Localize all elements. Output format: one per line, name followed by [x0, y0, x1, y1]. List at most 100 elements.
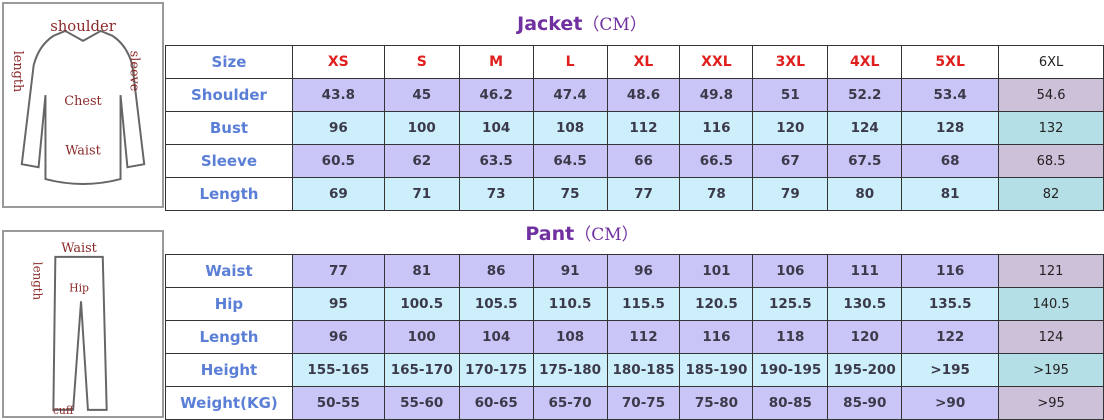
table-cell: 115.5 — [606, 287, 681, 321]
table-cell: 122 — [901, 320, 1000, 354]
size-header-5XL: 5XL — [901, 45, 1000, 79]
table-cell: 73 — [458, 177, 534, 211]
table-cell: 78 — [679, 177, 754, 211]
svg-text:length: length — [10, 51, 25, 93]
table-cell: 81 — [901, 177, 1000, 211]
table-cell: 108 — [532, 111, 608, 145]
table-cell: 75-80 — [679, 386, 754, 420]
table-cell: 118 — [752, 320, 829, 354]
table-cell: 66 — [606, 144, 681, 178]
table-cell: 110.5 — [532, 287, 608, 321]
svg-text:shoulder: shoulder — [50, 18, 117, 35]
pant-diagram: Waist length Hip cuff — [2, 230, 164, 418]
row-label: Sleeve — [165, 144, 293, 178]
table-cell: 53.4 — [901, 78, 1000, 112]
pant-size-table: Waist 77 81 86 91 96 101 106 111 116 121 Hip 95 100.5… — [165, 254, 1104, 420]
table-cell: 67 — [752, 144, 829, 178]
table-cell: 120 — [827, 320, 903, 354]
table-cell: 79 — [752, 177, 829, 211]
table-cell: 51 — [752, 78, 829, 112]
table-cell: 80 — [827, 177, 903, 211]
row-label: Weight(KG) — [165, 386, 293, 420]
table-cell: 116 — [901, 254, 1000, 288]
table-cell: 75 — [532, 177, 608, 211]
table-cell: 155-165 — [291, 353, 385, 387]
table-cell: 66.5 — [679, 144, 754, 178]
table-cell: 77 — [291, 254, 385, 288]
row-label: Waist — [165, 254, 293, 288]
table-cell: 100 — [383, 320, 460, 354]
table-cell: 140.5 — [998, 287, 1104, 321]
table-cell: 124 — [998, 320, 1104, 354]
table-cell: 96 — [291, 320, 385, 354]
table-cell: 70-75 — [606, 386, 681, 420]
table-cell: 81 — [383, 254, 460, 288]
table-cell: >195 — [998, 353, 1104, 387]
jacket-diagram: shoulder length sleeve Chest Waist — [2, 2, 164, 208]
svg-text:cuff: cuff — [53, 404, 75, 416]
table-cell: 62 — [383, 144, 460, 178]
jacket-row-shoulder: Shoulder 43.8 45 46.2 47.4 48.6 49.8 51 52.2 53.4… — [165, 78, 1104, 112]
size-header-L: L — [532, 45, 608, 79]
table-cell: >90 — [901, 386, 1000, 420]
pant-title: Pant（CM） — [525, 223, 639, 245]
svg-text:sleeve: sleeve — [126, 51, 141, 92]
size-header-3XL: 3XL — [752, 45, 829, 79]
row-label: Length — [165, 320, 293, 354]
pant-row-height: Height 155-165 165-170 170-175 175-180 180-18… — [165, 353, 1104, 387]
table-cell: 116 — [679, 111, 754, 145]
size-header-XS: XS — [291, 45, 385, 79]
row-label: Height — [165, 353, 293, 387]
table-cell: 104 — [458, 320, 534, 354]
table-cell: 185-190 — [679, 353, 754, 387]
table-cell: 52.2 — [827, 78, 903, 112]
table-cell: 65-70 — [532, 386, 608, 420]
table-cell: 180-185 — [606, 353, 681, 387]
table-cell: 54.6 — [998, 78, 1104, 112]
table-cell: 47.4 — [532, 78, 608, 112]
table-cell: >95 — [998, 386, 1104, 420]
table-cell: 82 — [998, 177, 1104, 211]
svg-text:length: length — [31, 262, 45, 301]
jacket-diagram-icon: shoulder length sleeve Chest Waist — [10, 18, 146, 185]
svg-text:Hip: Hip — [69, 281, 89, 294]
row-label: Hip — [165, 287, 293, 321]
table-cell: 43.8 — [291, 78, 385, 112]
table-cell: 46.2 — [458, 78, 534, 112]
table-cell: 86 — [458, 254, 534, 288]
table-cell: 112 — [606, 320, 681, 354]
pant-diagram-icon: Waist length Hip cuff — [31, 241, 108, 417]
table-cell: 68 — [901, 144, 1000, 178]
table-cell: >195 — [901, 353, 1000, 387]
table-cell: 96 — [291, 111, 385, 145]
jacket-row-length: Length 69 71 73 75 77 78 79 80 81 82 — [165, 177, 1104, 211]
table-cell: 77 — [606, 177, 681, 211]
table-cell: 63.5 — [458, 144, 534, 178]
table-cell: 68.5 — [998, 144, 1104, 178]
table-cell: 45 — [383, 78, 460, 112]
row-label: Length — [165, 177, 293, 211]
svg-text:Waist: Waist — [65, 143, 101, 158]
table-cell: 104 — [458, 111, 534, 145]
table-cell: 71 — [383, 177, 460, 211]
table-cell: 112 — [606, 111, 681, 145]
pant-row-length: Length 96 100 104 108 112 116 118 120 122 124 — [165, 320, 1104, 354]
table-cell: 64.5 — [532, 144, 608, 178]
size-header-row: Size XS S M L XL XXL 3XL 4XL 5XL 6XL — [165, 45, 1104, 79]
table-cell: 91 — [532, 254, 608, 288]
jacket-title: Jacket（CM） — [517, 13, 647, 35]
table-cell: 111 — [827, 254, 903, 288]
table-cell: 105.5 — [458, 287, 534, 321]
row-label: Bust — [165, 111, 293, 145]
pant-row-waist: Waist 77 81 86 91 96 101 106 111 116 121 — [165, 254, 1104, 288]
size-header-4XL: 4XL — [827, 45, 903, 79]
table-cell: 67.5 — [827, 144, 903, 178]
table-cell: 132 — [998, 111, 1104, 145]
table-cell: 190-195 — [752, 353, 829, 387]
table-cell: 175-180 — [532, 353, 608, 387]
table-cell: 130.5 — [827, 287, 903, 321]
table-cell: 101 — [679, 254, 754, 288]
pant-row-weight(kg): Weight(KG) 50-55 55-60 60-65 65-70 70-75 75-80… — [165, 386, 1104, 420]
table-cell: 48.6 — [606, 78, 681, 112]
size-label: Size — [165, 45, 293, 79]
